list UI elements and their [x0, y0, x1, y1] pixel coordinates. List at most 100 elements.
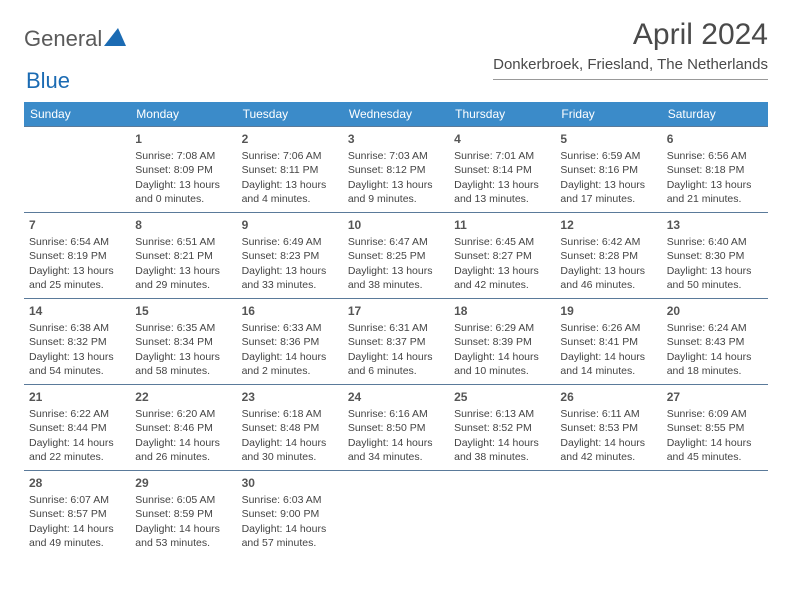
sunset-text: Sunset: 8:59 PM	[135, 507, 231, 521]
sun-info: Sunrise: 6:16 AMSunset: 8:50 PMDaylight:…	[348, 407, 444, 464]
location-text: Donkerbroek, Friesland, The Netherlands	[493, 56, 768, 80]
day-number: 3	[348, 131, 444, 147]
sunrise-text: Sunrise: 6:49 AM	[242, 235, 338, 249]
calendar-row: 7 Sunrise: 6:54 AMSunset: 8:19 PMDaylight…	[24, 213, 768, 299]
sunset-text: Sunset: 8:36 PM	[242, 335, 338, 349]
daylight-text: Daylight: 13 hours and 42 minutes.	[454, 264, 550, 292]
calendar-cell: 18Sunrise: 6:29 AMSunset: 8:39 PMDayligh…	[449, 299, 555, 385]
sunset-text: Sunset: 8:19 PM	[29, 249, 125, 263]
sun-info: Sunrise: 7:06 AMSunset: 8:11 PMDaylight:…	[242, 149, 338, 206]
daylight-text: Daylight: 14 hours and 18 minutes.	[667, 350, 763, 378]
calendar-row: 28Sunrise: 6:07 AMSunset: 8:57 PMDayligh…	[24, 471, 768, 557]
daylight-text: Daylight: 14 hours and 14 minutes.	[560, 350, 656, 378]
calendar-cell: 25Sunrise: 6:13 AMSunset: 8:52 PMDayligh…	[449, 385, 555, 471]
sunset-text: Sunset: 8:34 PM	[135, 335, 231, 349]
calendar-cell: 3 Sunrise: 7:03 AMSunset: 8:12 PMDaylight…	[343, 127, 449, 213]
calendar-cell	[24, 127, 130, 213]
sunrise-text: Sunrise: 6:40 AM	[667, 235, 763, 249]
sunrise-text: Sunrise: 6:42 AM	[560, 235, 656, 249]
sunset-text: Sunset: 8:21 PM	[135, 249, 231, 263]
sunset-text: Sunset: 8:09 PM	[135, 163, 231, 177]
sunrise-text: Sunrise: 6:03 AM	[242, 493, 338, 507]
sunset-text: Sunset: 8:25 PM	[348, 249, 444, 263]
sun-info: Sunrise: 6:22 AMSunset: 8:44 PMDaylight:…	[29, 407, 125, 464]
day-number: 9	[242, 217, 338, 233]
sun-info: Sunrise: 6:24 AMSunset: 8:43 PMDaylight:…	[667, 321, 763, 378]
weekday-header: Friday	[555, 102, 661, 127]
sunset-text: Sunset: 8:44 PM	[29, 421, 125, 435]
sun-info: Sunrise: 6:38 AMSunset: 8:32 PMDaylight:…	[29, 321, 125, 378]
daylight-text: Daylight: 14 hours and 30 minutes.	[242, 436, 338, 464]
weekday-header: Sunday	[24, 102, 130, 127]
sun-info: Sunrise: 6:47 AMSunset: 8:25 PMDaylight:…	[348, 235, 444, 292]
sunset-text: Sunset: 8:50 PM	[348, 421, 444, 435]
daylight-text: Daylight: 14 hours and 42 minutes.	[560, 436, 656, 464]
calendar-cell: 6 Sunrise: 6:56 AMSunset: 8:18 PMDaylight…	[662, 127, 768, 213]
sunrise-text: Sunrise: 6:35 AM	[135, 321, 231, 335]
sun-info: Sunrise: 6:03 AMSunset: 9:00 PMDaylight:…	[242, 493, 338, 550]
sun-info: Sunrise: 7:03 AMSunset: 8:12 PMDaylight:…	[348, 149, 444, 206]
calendar-cell: 15Sunrise: 6:35 AMSunset: 8:34 PMDayligh…	[130, 299, 236, 385]
triangle-icon	[104, 28, 126, 51]
daylight-text: Daylight: 13 hours and 38 minutes.	[348, 264, 444, 292]
sunrise-text: Sunrise: 6:22 AM	[29, 407, 125, 421]
sunrise-text: Sunrise: 6:13 AM	[454, 407, 550, 421]
sunset-text: Sunset: 8:11 PM	[242, 163, 338, 177]
day-number: 19	[560, 303, 656, 319]
sunrise-text: Sunrise: 6:56 AM	[667, 149, 763, 163]
daylight-text: Daylight: 13 hours and 9 minutes.	[348, 178, 444, 206]
day-number: 8	[135, 217, 231, 233]
sunset-text: Sunset: 8:53 PM	[560, 421, 656, 435]
sun-info: Sunrise: 7:01 AMSunset: 8:14 PMDaylight:…	[454, 149, 550, 206]
day-number: 30	[242, 475, 338, 491]
day-number: 29	[135, 475, 231, 491]
sunset-text: Sunset: 8:12 PM	[348, 163, 444, 177]
sunrise-text: Sunrise: 6:09 AM	[667, 407, 763, 421]
sunrise-text: Sunrise: 6:20 AM	[135, 407, 231, 421]
calendar-cell: 13 Sunrise: 6:40 AMSunset: 8:30 PMDayligh…	[662, 213, 768, 299]
sunset-text: Sunset: 8:46 PM	[135, 421, 231, 435]
sunrise-text: Sunrise: 7:01 AM	[454, 149, 550, 163]
daylight-text: Daylight: 14 hours and 49 minutes.	[29, 522, 125, 550]
day-number: 13	[667, 217, 763, 233]
sunset-text: Sunset: 8:43 PM	[667, 335, 763, 349]
sunrise-text: Sunrise: 6:29 AM	[454, 321, 550, 335]
brand-name-left: General	[24, 26, 102, 52]
daylight-text: Daylight: 14 hours and 38 minutes.	[454, 436, 550, 464]
sun-info: Sunrise: 6:13 AMSunset: 8:52 PMDaylight:…	[454, 407, 550, 464]
sunset-text: Sunset: 8:52 PM	[454, 421, 550, 435]
calendar-row: 1Sunrise: 7:08 AMSunset: 8:09 PMDaylight…	[24, 127, 768, 213]
sunrise-text: Sunrise: 7:06 AM	[242, 149, 338, 163]
sunset-text: Sunset: 8:23 PM	[242, 249, 338, 263]
sunrise-text: Sunrise: 6:05 AM	[135, 493, 231, 507]
sunrise-text: Sunrise: 6:59 AM	[560, 149, 656, 163]
sun-info: Sunrise: 6:56 AMSunset: 8:18 PMDaylight:…	[667, 149, 763, 206]
day-number: 26	[560, 389, 656, 405]
title-block: April 2024 Donkerbroek, Friesland, The N…	[493, 18, 768, 80]
sunrise-text: Sunrise: 6:51 AM	[135, 235, 231, 249]
sunset-text: Sunset: 8:55 PM	[667, 421, 763, 435]
sun-info: Sunrise: 7:08 AMSunset: 8:09 PMDaylight:…	[135, 149, 231, 206]
sun-info: Sunrise: 6:07 AMSunset: 8:57 PMDaylight:…	[29, 493, 125, 550]
calendar-cell: 21Sunrise: 6:22 AMSunset: 8:44 PMDayligh…	[24, 385, 130, 471]
sunset-text: Sunset: 8:32 PM	[29, 335, 125, 349]
sunrise-text: Sunrise: 7:03 AM	[348, 149, 444, 163]
sunset-text: Sunset: 8:28 PM	[560, 249, 656, 263]
weekday-header: Thursday	[449, 102, 555, 127]
sunset-text: Sunset: 8:14 PM	[454, 163, 550, 177]
sun-info: Sunrise: 6:54 AMSunset: 8:19 PMDaylight:…	[29, 235, 125, 292]
day-number: 6	[667, 131, 763, 147]
sun-info: Sunrise: 6:11 AMSunset: 8:53 PMDaylight:…	[560, 407, 656, 464]
day-number: 7	[29, 217, 125, 233]
weekday-header: Tuesday	[237, 102, 343, 127]
calendar-cell: 22Sunrise: 6:20 AMSunset: 8:46 PMDayligh…	[130, 385, 236, 471]
calendar-body: 1Sunrise: 7:08 AMSunset: 8:09 PMDaylight…	[24, 127, 768, 557]
day-number: 14	[29, 303, 125, 319]
calendar-cell: 17Sunrise: 6:31 AMSunset: 8:37 PMDayligh…	[343, 299, 449, 385]
sun-info: Sunrise: 6:40 AMSunset: 8:30 PMDaylight:…	[667, 235, 763, 292]
brand-logo: General	[24, 26, 128, 52]
calendar-cell: 29Sunrise: 6:05 AMSunset: 8:59 PMDayligh…	[130, 471, 236, 557]
day-number: 22	[135, 389, 231, 405]
day-number: 18	[454, 303, 550, 319]
day-number: 2	[242, 131, 338, 147]
